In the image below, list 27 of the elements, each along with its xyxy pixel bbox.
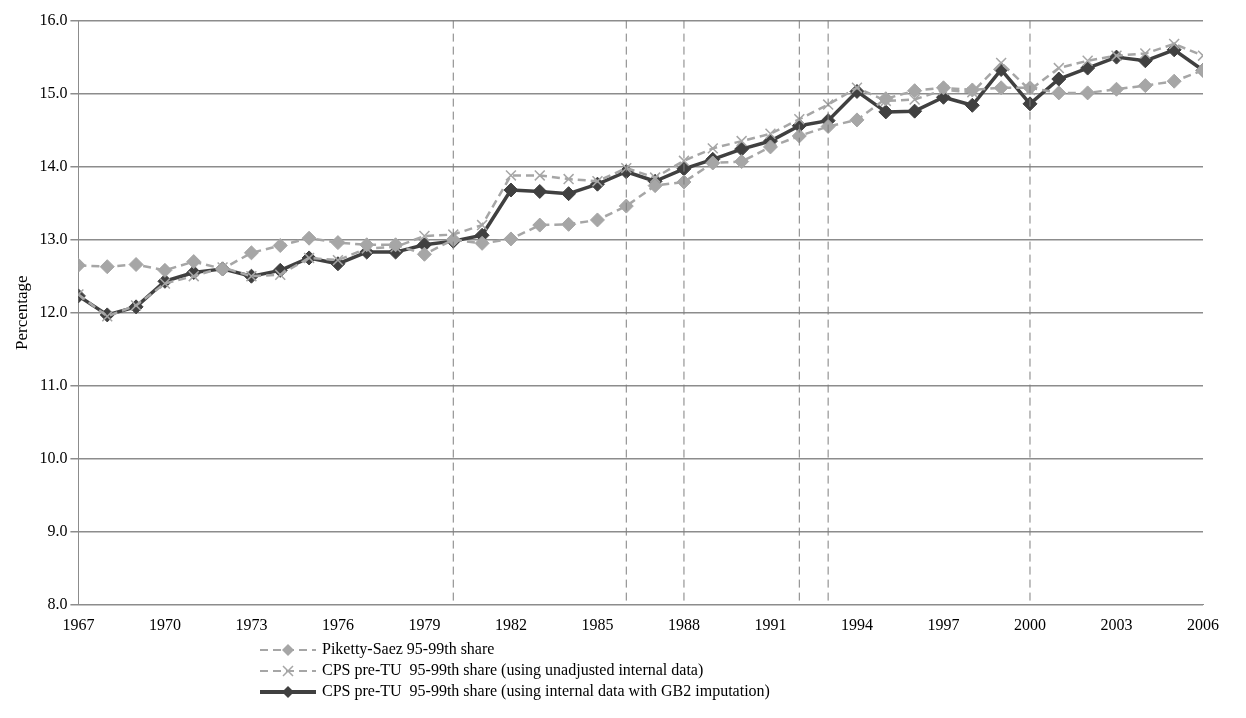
legend-label: CPS pre-TU 95-99th share (using unadjusted internal data): [322, 661, 704, 678]
x-tick-label: 1991: [754, 615, 787, 633]
x-tick-label: 1997: [927, 615, 960, 633]
x-tick-label: 2000: [1013, 615, 1046, 633]
y-tick-label: 8.0: [47, 595, 68, 612]
y-tick-label: 16.0: [39, 10, 68, 28]
x-tick-label: 1985: [581, 615, 614, 633]
y-tick-label: 14.0: [39, 156, 68, 174]
y-tick-label: 12.0: [39, 302, 68, 320]
y-tick-label: 10.0: [39, 448, 68, 466]
y-tick-label: 15.0: [39, 83, 68, 101]
y-tick-label: 9.0: [47, 521, 68, 539]
x-tick-label: 2003: [1100, 615, 1133, 633]
y-tick-label: 11.0: [39, 375, 68, 393]
x-tick-label: 1982: [494, 615, 527, 633]
x-tick-label: 1979: [408, 615, 441, 633]
legend-label: CPS pre-TU 95-99th share (using internal data with GB2 imputation): [322, 682, 770, 699]
x-tick-label: 1988: [667, 615, 700, 633]
x-tick-label: 1994: [840, 615, 873, 633]
x-tick-label: 2006: [1187, 615, 1219, 633]
x-tick-label: 1967: [62, 615, 95, 633]
y-tick-label: 13.0: [39, 229, 68, 247]
y-axis-title: Percentage: [11, 275, 31, 350]
legend-label: Piketty-Saez 95-99th share: [322, 640, 495, 657]
x-tick-label: 1976: [321, 615, 354, 633]
x-tick-label: 1970: [148, 615, 181, 633]
x-tick-label: 1973: [235, 615, 268, 633]
